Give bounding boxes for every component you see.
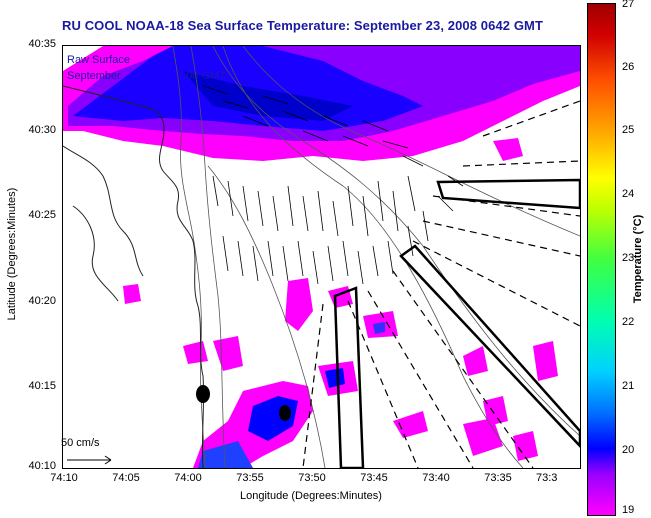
exclusion-zones xyxy=(333,178,580,468)
colorbar-tick: 22 xyxy=(622,316,635,328)
colorbar-tick: 20 xyxy=(622,444,635,456)
y-axis-label: Latitude (Degrees:Minutes) xyxy=(6,187,18,321)
coastline xyxy=(63,85,205,468)
x-tick-label: 73:55 xyxy=(236,472,264,484)
y-tick-label: 40:15 xyxy=(28,380,56,392)
colorbar-tick: 21 xyxy=(622,380,635,392)
map-canvas xyxy=(63,46,580,468)
y-tick-label: 40:10 xyxy=(28,460,56,472)
y-tick-label: 40:20 xyxy=(28,295,56,307)
map-title: RU COOL NOAA-18 Sea Surface Temperature:… xyxy=(62,18,543,33)
y-tick-label: 40:30 xyxy=(28,124,56,136)
overlay-label-1: Raw Surface xyxy=(67,54,130,66)
map-plot-area[interactable]: Raw Surface September 7:00 GMT xyxy=(62,45,581,469)
overlay-label-2-end: 7:00 GMT xyxy=(177,70,226,82)
bathymetry-contours xyxy=(172,46,580,468)
sst-patches xyxy=(63,46,580,468)
x-tick-label: 74:00 xyxy=(174,472,202,484)
colorbar-label: Temperature (°C) xyxy=(632,214,644,304)
colorbar-tick: 25 xyxy=(622,124,635,136)
scale-label: 50 cm/s xyxy=(61,437,100,449)
colorbar-tick: 23 xyxy=(622,252,635,264)
colorbar-tick: 24 xyxy=(622,188,635,200)
x-tick-label: 73:40 xyxy=(422,472,450,484)
colorbar xyxy=(587,3,616,516)
colorbar-tick: 19 xyxy=(622,504,635,516)
y-tick-label: 40:25 xyxy=(28,209,56,221)
y-tick-label: 40:35 xyxy=(28,38,56,50)
station-marker[interactable] xyxy=(196,385,210,403)
overlay-label-2-start: September xyxy=(67,70,121,82)
station-marker[interactable] xyxy=(279,405,291,421)
colorbar-tick: 26 xyxy=(622,61,635,73)
x-tick-label: 74:10 xyxy=(50,472,78,484)
colorbar-tick: 27 xyxy=(622,0,635,10)
x-tick-label: 73:3 xyxy=(536,472,558,484)
scale-arrow xyxy=(67,455,112,465)
x-tick-label: 73:45 xyxy=(360,472,388,484)
x-tick-label: 73:50 xyxy=(298,472,326,484)
x-tick-label: 73:35 xyxy=(484,472,512,484)
x-axis-label: Longitude (Degrees:Minutes) xyxy=(240,490,382,502)
current-vectors xyxy=(202,85,464,285)
x-tick-label: 74:05 xyxy=(112,472,140,484)
